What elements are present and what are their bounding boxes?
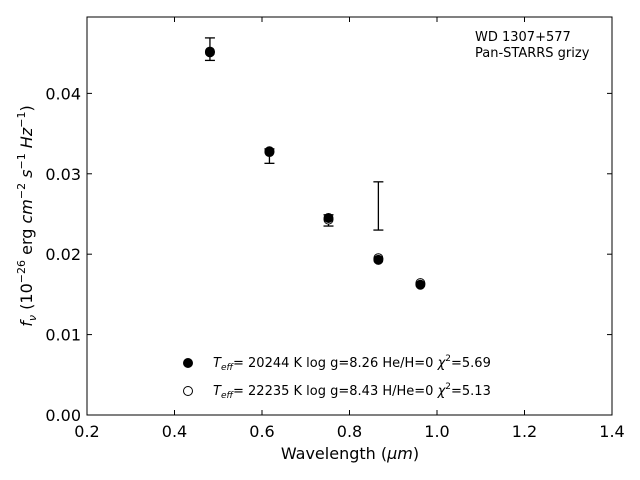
model-point-filled [204,47,215,58]
x-axis-label: Wavelength (μm) [281,444,419,463]
model-point-filled [415,279,426,290]
model-point-filled [323,213,334,224]
y-axis-label: fν (10−26 erg cm−2 s−1 Hz−1) [15,105,39,326]
legend-entry-2: Teff= 22235 K log g=8.43 H/He=0 χ2=5.13 [213,382,491,401]
legend: Teff= 20244 K log g=8.26 He/H=0 χ2=5.69 … [183,354,491,401]
axis-ticks: 0.2 0.4 0.6 0.8 1.0 1.2 1.4 0.00 0.01 0.02 0.03 0.0… [45,17,625,441]
y-tick-label: 0.03 [45,165,81,184]
y-tick-label: 0.00 [45,406,81,425]
x-tick-label: 1.2 [512,422,537,441]
object-name-annotation: WD 1307+577 [475,30,571,45]
x-tick-label: 0.4 [162,422,187,441]
legend-entry-1: Teff= 20244 K log g=8.26 He/H=0 χ2=5.69 [213,354,491,373]
x-tick-label: 0.6 [249,422,274,441]
model-point-filled [373,254,384,265]
legend-marker-open [183,386,193,396]
survey-annotation: Pan-STARRS grizy [475,46,590,61]
y-tick-label: 0.02 [45,245,81,264]
x-tick-label: 0.2 [74,422,99,441]
legend-marker-filled [183,358,193,368]
model-point-filled [264,146,275,157]
y-tick-label: 0.04 [45,84,81,103]
x-tick-label: 1.4 [599,422,624,441]
x-tick-label: 0.8 [337,422,362,441]
data-marks [204,37,426,290]
y-tick-label: 0.01 [45,326,81,345]
x-tick-label: 1.0 [424,422,449,441]
